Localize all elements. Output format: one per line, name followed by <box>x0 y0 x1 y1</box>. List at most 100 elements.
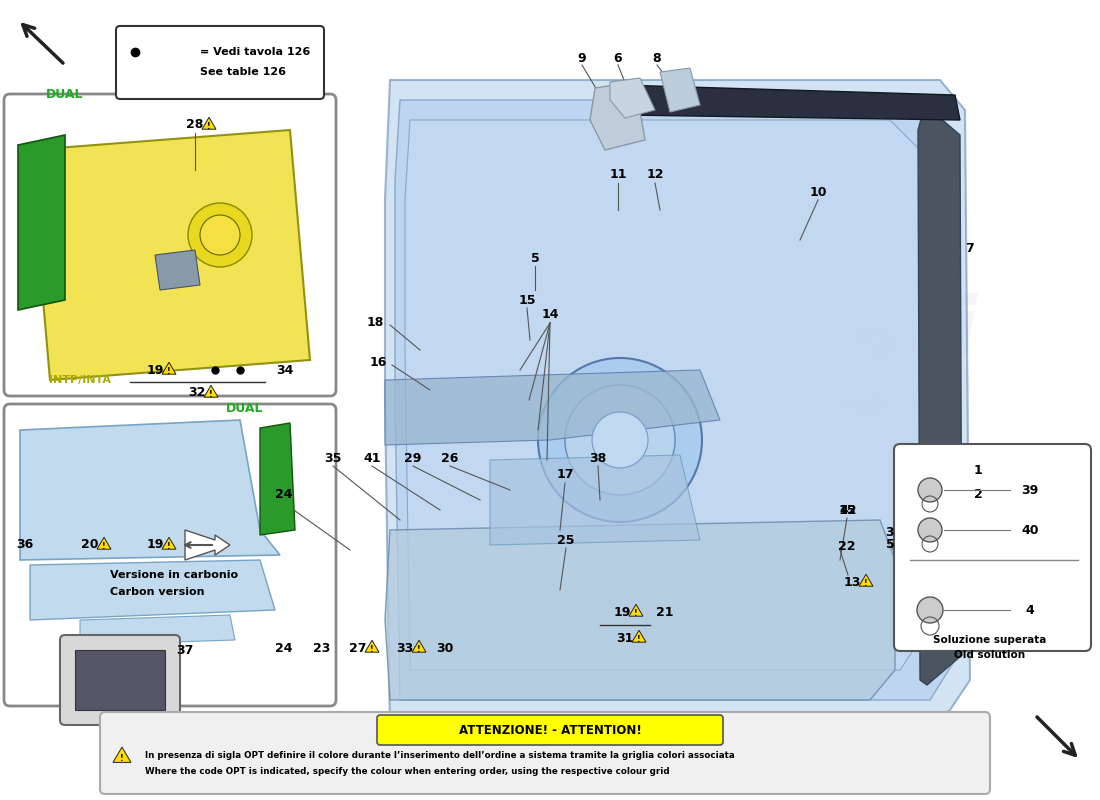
Polygon shape <box>610 78 654 118</box>
Circle shape <box>188 203 252 267</box>
FancyBboxPatch shape <box>4 404 335 706</box>
FancyBboxPatch shape <box>377 715 723 745</box>
FancyBboxPatch shape <box>4 94 335 396</box>
Text: INTP/INTA: INTP/INTA <box>50 375 111 385</box>
Text: 24: 24 <box>275 489 293 502</box>
Text: !: ! <box>635 609 638 618</box>
Text: Ferrari
Parts: Ferrari Parts <box>662 293 978 467</box>
Text: 9: 9 <box>578 51 586 65</box>
Text: 31: 31 <box>616 631 634 645</box>
Text: 19: 19 <box>146 363 164 377</box>
Text: 14: 14 <box>541 309 559 322</box>
Circle shape <box>917 597 943 623</box>
Text: 34: 34 <box>276 363 294 377</box>
Text: Versione in carbonio: Versione in carbonio <box>110 570 238 580</box>
Circle shape <box>538 358 702 522</box>
Text: !: ! <box>167 367 170 376</box>
Text: 16: 16 <box>370 355 387 369</box>
Text: 15: 15 <box>838 503 856 517</box>
Text: 2: 2 <box>974 489 982 502</box>
Text: 17: 17 <box>557 469 574 482</box>
Text: ATTENZIONE! - ATTENTION!: ATTENZIONE! - ATTENTION! <box>459 723 641 737</box>
Polygon shape <box>412 640 426 652</box>
Text: 27: 27 <box>350 642 366 654</box>
Text: 6: 6 <box>614 51 623 65</box>
Polygon shape <box>260 423 295 535</box>
Text: Where the code OPT is indicated, specify the colour when entering order, using t: Where the code OPT is indicated, specify… <box>145 767 670 777</box>
Text: 29: 29 <box>405 451 421 465</box>
Text: 85: 85 <box>823 326 977 434</box>
Circle shape <box>565 385 675 495</box>
Text: 20: 20 <box>81 538 99 551</box>
Polygon shape <box>113 747 131 762</box>
Polygon shape <box>204 386 218 397</box>
Text: 39: 39 <box>1022 483 1038 497</box>
FancyBboxPatch shape <box>100 712 990 794</box>
Text: 12: 12 <box>647 169 663 182</box>
Polygon shape <box>97 538 111 550</box>
Text: Old solution: Old solution <box>955 650 1025 660</box>
Polygon shape <box>162 362 176 374</box>
Text: 4: 4 <box>1025 603 1034 617</box>
Text: 11: 11 <box>609 169 627 182</box>
Polygon shape <box>20 420 281 560</box>
Circle shape <box>918 518 942 542</box>
Text: 23: 23 <box>314 642 331 654</box>
Text: In presenza di sigla OPT definire il colore durante l’inserimento dell’ordine a : In presenza di sigla OPT definire il col… <box>145 750 735 759</box>
Text: !: ! <box>637 635 641 644</box>
Circle shape <box>200 215 240 255</box>
Text: !: ! <box>120 754 124 763</box>
Text: 35: 35 <box>324 451 342 465</box>
Text: 40: 40 <box>1021 523 1038 537</box>
Text: !: ! <box>865 579 868 588</box>
Text: 32: 32 <box>188 386 206 399</box>
Text: 8: 8 <box>652 51 661 65</box>
Polygon shape <box>30 560 275 620</box>
Text: 24: 24 <box>275 642 293 654</box>
Text: 5: 5 <box>530 251 539 265</box>
Text: DUAL: DUAL <box>227 402 264 414</box>
Text: 30: 30 <box>437 642 453 654</box>
Text: !: ! <box>417 645 421 654</box>
Text: 38: 38 <box>590 451 606 465</box>
Polygon shape <box>385 370 720 445</box>
Polygon shape <box>18 135 65 310</box>
Text: 15: 15 <box>518 294 536 306</box>
Polygon shape <box>629 604 644 616</box>
Polygon shape <box>610 85 960 120</box>
Text: 33: 33 <box>396 642 414 654</box>
Polygon shape <box>385 80 970 730</box>
Text: 10: 10 <box>810 186 827 198</box>
Polygon shape <box>365 640 380 652</box>
Polygon shape <box>385 520 895 700</box>
Text: Carbon version: Carbon version <box>110 587 205 597</box>
Text: 37: 37 <box>176 643 194 657</box>
Polygon shape <box>162 538 176 550</box>
Text: = Vedi tavola 126: = Vedi tavola 126 <box>200 47 310 57</box>
FancyBboxPatch shape <box>60 635 180 725</box>
Text: 7: 7 <box>966 242 975 254</box>
FancyBboxPatch shape <box>894 444 1091 651</box>
FancyBboxPatch shape <box>116 26 324 99</box>
Polygon shape <box>918 105 962 685</box>
Circle shape <box>918 478 942 502</box>
Polygon shape <box>155 250 200 290</box>
Text: 28: 28 <box>186 118 204 131</box>
Text: 3: 3 <box>886 526 894 538</box>
Polygon shape <box>490 455 700 545</box>
Text: 42: 42 <box>839 503 857 517</box>
Text: !: ! <box>371 645 374 654</box>
Circle shape <box>592 412 648 468</box>
Text: 22: 22 <box>838 541 856 554</box>
Text: !: ! <box>102 542 106 551</box>
Polygon shape <box>75 650 165 710</box>
Text: 19: 19 <box>614 606 630 618</box>
Polygon shape <box>660 68 700 112</box>
Polygon shape <box>30 130 310 380</box>
Polygon shape <box>859 574 873 586</box>
Text: 26: 26 <box>441 451 459 465</box>
Text: 19: 19 <box>146 538 164 551</box>
Text: 41: 41 <box>363 451 381 465</box>
Text: DUAL: DUAL <box>46 89 84 102</box>
Polygon shape <box>590 82 645 150</box>
